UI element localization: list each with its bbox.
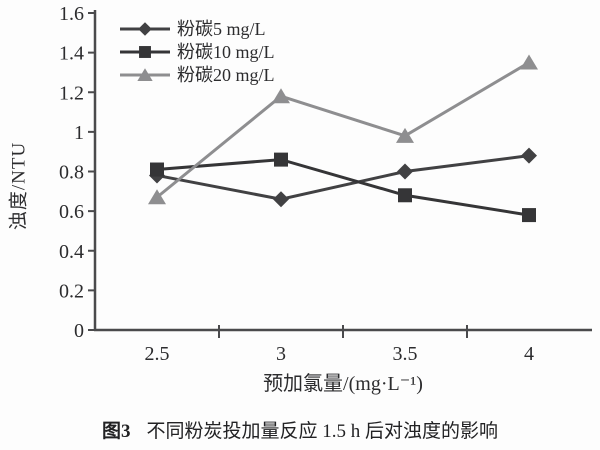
caption-number: 图3 (101, 421, 131, 442)
y-tick-label: 1 (74, 122, 84, 144)
legend-entry-label: 粉碳20 mg/L (177, 65, 275, 85)
legend-entry-label: 粉碳5 mg/L (177, 19, 266, 39)
y-axis: 0 0.2 0.4 0.6 0.8 1 1.2 1.4 1.6 (59, 3, 97, 342)
y-tick-label: 0.2 (59, 280, 84, 302)
x-tick-label: 2.5 (145, 343, 170, 365)
y-axis-label: 浊度/NTU (8, 141, 30, 231)
legend-entry-label: 粉碳10 mg/L (177, 42, 275, 62)
y-tick-label: 0.6 (59, 201, 84, 223)
caption-text: 不同粉炭投加量反应 1.5 h 后对浊度的影响 (146, 421, 499, 442)
y-tick-label: 0 (74, 320, 84, 342)
y-tick-label: 0.8 (59, 162, 84, 184)
figure-caption: 图3 不同粉炭投加量反应 1.5 h 后对浊度的影响 (0, 416, 600, 443)
y-tick-label: 0.4 (59, 241, 84, 263)
series-1 (150, 152, 536, 223)
x-tick-label: 3.5 (393, 343, 418, 365)
x-tick-label: 4 (524, 343, 534, 365)
series-2 (148, 54, 538, 205)
y-tick-label: 1.2 (59, 82, 84, 104)
series-0 (149, 147, 537, 208)
legend: 粉碳5 mg/L 粉碳10 mg/L 粉碳20 mg/L (120, 19, 275, 85)
x-tick-label: 3 (276, 343, 286, 365)
x-axis-label: 预加氯量/(mg·L⁻¹) (263, 373, 423, 395)
y-tick-label: 1.6 (59, 3, 84, 25)
y-tick-label: 1.4 (59, 43, 84, 65)
x-axis: 2.5 3 3.5 4 (94, 325, 592, 365)
